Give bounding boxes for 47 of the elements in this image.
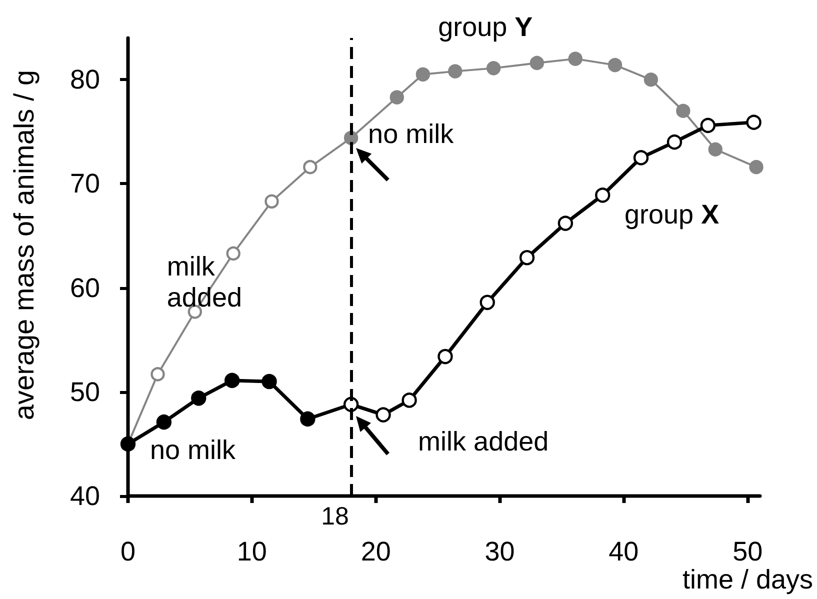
x-axis-title: time / days (682, 564, 813, 594)
point (486, 61, 501, 76)
x-tick-label: 30 (484, 536, 515, 566)
point (708, 142, 722, 156)
point (191, 390, 206, 406)
point (633, 150, 649, 166)
annotation: no milk (150, 434, 236, 465)
series-label: group Y (438, 12, 533, 42)
point (480, 294, 495, 310)
y-axis-title: average mass of animals / g (8, 70, 40, 420)
point (448, 64, 462, 78)
point (568, 52, 582, 66)
annotation: milk added (418, 426, 549, 456)
x-tick-label: 10 (236, 536, 267, 566)
annotation: no milk (368, 118, 454, 149)
x-tick-label: 50 (732, 536, 763, 566)
point (262, 374, 277, 390)
point (402, 392, 417, 408)
y-tick-label: 70 (70, 168, 100, 199)
x-tick-label: 20 (360, 536, 391, 566)
y-tick-label: 80 (70, 64, 100, 95)
x-tick-label: 40 (608, 536, 639, 566)
point (558, 216, 574, 231)
point (595, 188, 610, 203)
point (438, 348, 453, 364)
point (608, 58, 622, 72)
point (416, 67, 430, 82)
series-label: group X (624, 199, 720, 230)
point (519, 250, 535, 266)
point (746, 114, 762, 130)
y-tick-label: 40 (70, 481, 100, 511)
point (530, 56, 544, 70)
point (376, 407, 391, 422)
annotation: milk added (166, 251, 242, 312)
point (666, 134, 682, 150)
point (390, 90, 404, 104)
point (224, 372, 240, 388)
point (300, 411, 316, 427)
y-tick-label: 50 (70, 376, 100, 407)
y-tick-label: 60 (70, 272, 100, 303)
point (644, 72, 658, 87)
point (156, 414, 172, 430)
point (749, 160, 764, 174)
ref-line-label: 18 (321, 502, 349, 530)
point (676, 104, 690, 118)
point (700, 118, 716, 134)
x-tick-label: 0 (120, 536, 136, 566)
